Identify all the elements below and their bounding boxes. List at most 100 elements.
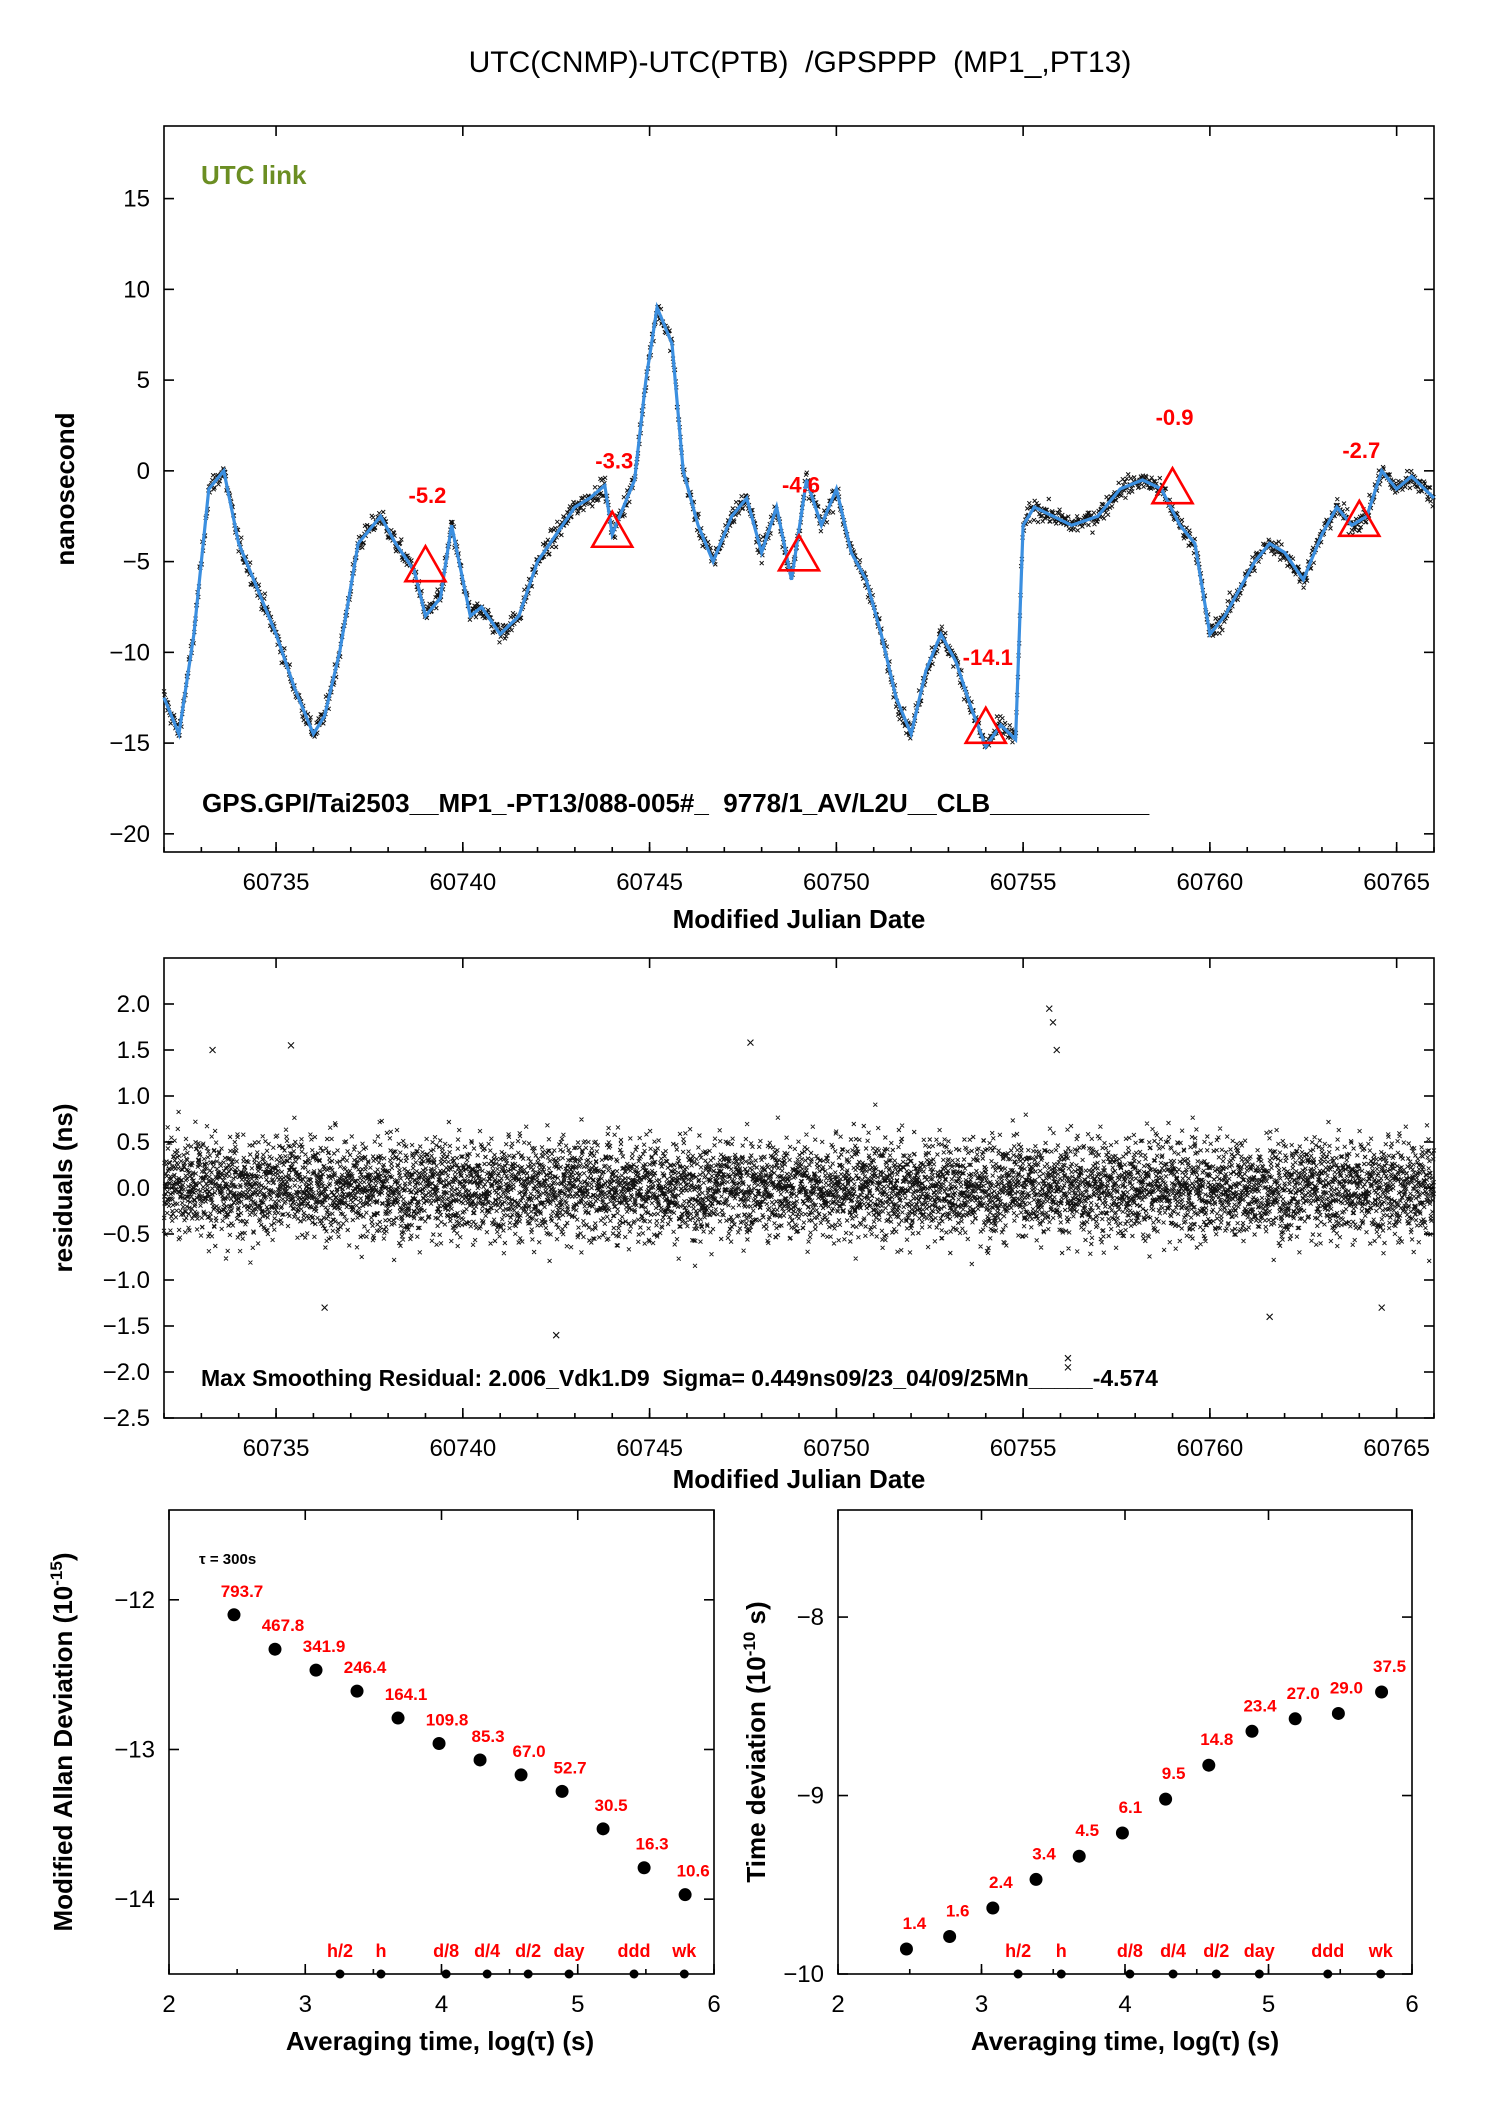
x-tick-label: 60750 — [803, 869, 870, 896]
x-tick-label: 6 — [1405, 1991, 1418, 2018]
reference-label: d/8 — [433, 1941, 459, 1961]
y-tick-label: −2.0 — [103, 1359, 150, 1386]
reference-point — [1168, 1969, 1178, 1979]
deviation-value-label: 3.4 — [1032, 1844, 1056, 1863]
y-tick-label: −14 — [114, 1886, 155, 1913]
deviation-point — [268, 1642, 282, 1656]
deviation-value-label: 27.0 — [1287, 1684, 1320, 1703]
triangle-marker — [403, 543, 448, 583]
deviation-point — [1288, 1712, 1302, 1726]
x-tick-label: 2 — [162, 1991, 175, 2018]
residual-outlier — [747, 1039, 754, 1047]
residuals-ylabel: residuals (ns) — [48, 1103, 78, 1272]
reference-label: d/2 — [515, 1941, 541, 1961]
x-tick-label: 60750 — [803, 1435, 870, 1462]
y-tick-label: −15 — [109, 730, 150, 757]
reference-label: wk — [671, 1941, 697, 1961]
deviation-value-label: 109.8 — [426, 1710, 469, 1729]
reference-label: h — [376, 1941, 387, 1961]
x-tick-label: 4 — [1118, 1991, 1131, 2018]
y-tick-label: −0.5 — [103, 1221, 150, 1248]
deviation-point — [473, 1753, 487, 1767]
residual-outlier — [287, 1042, 295, 1049]
deviation-point — [596, 1822, 610, 1836]
reference-label: wk — [1368, 1941, 1394, 1961]
deviation-value-label: 37.5 — [1373, 1657, 1406, 1676]
deviation-value-label: 164.1 — [385, 1685, 428, 1704]
tdev-ylabel-text: Time deviation (10 — [741, 1656, 771, 1882]
time-series-frame — [163, 125, 1435, 853]
reference-point — [376, 1969, 386, 1979]
tdev-ylabel: Time deviation (10-10 s) — [740, 1601, 771, 1882]
deviation-value-label: 9.5 — [1162, 1764, 1186, 1783]
x-tick-label: 60735 — [243, 1435, 310, 1462]
deviation-point — [432, 1736, 446, 1750]
time-series-panel: -5.2 -3.3 -4.6 -14.1 -0.9 -2.7 60735 60740 6074… — [50, 125, 1436, 934]
x-tick-label: 60760 — [1177, 869, 1244, 896]
deviation-point — [1375, 1685, 1389, 1699]
x-tick-label: 60755 — [990, 1435, 1057, 1462]
reference-label: d/8 — [1117, 1941, 1143, 1961]
deviation-point — [986, 1901, 1000, 1915]
residuals-footer: Max Smoothing Residual: 2.006_Vdk1.D9 Si… — [201, 1365, 1158, 1391]
x-tick-label: 60740 — [429, 869, 496, 896]
x-tick-label: 60765 — [1363, 869, 1430, 896]
reference-point — [1376, 1969, 1386, 1979]
reference-point — [1211, 1969, 1221, 1979]
reference-point — [523, 1969, 533, 1979]
x-tick-label: 60755 — [990, 869, 1057, 896]
mdev-xlabel: Averaging time, log(τ) (s) — [286, 2026, 594, 2056]
deviation-point — [899, 1942, 913, 1956]
time-series-ylabel: nanosecond — [50, 412, 80, 565]
x-tick-label: 5 — [571, 1991, 584, 2018]
reference-point — [629, 1969, 639, 1979]
deviation-value-label: 467.8 — [262, 1616, 305, 1635]
deviation-value-label: 30.5 — [595, 1796, 628, 1815]
time-series-xlabel: Modified Julian Date — [673, 904, 926, 934]
deviation-point — [1115, 1826, 1129, 1840]
y-tick-label: −10 — [109, 639, 150, 666]
y-tick-label: −20 — [109, 821, 150, 848]
deviation-value-label: 14.8 — [1200, 1730, 1233, 1749]
y-tick-label: −5 — [123, 549, 150, 576]
deviation-value-label: 29.0 — [1330, 1678, 1363, 1697]
residuals-panel: 60735 60740 60745 60750 60755 60760 60765 −2.5 −… — [48, 957, 1437, 1494]
residuals-xlabel: Modified Julian Date — [673, 1464, 926, 1494]
residual-outlier — [1049, 1019, 1057, 1026]
reference-point — [1254, 1969, 1264, 1979]
residual-outlier — [1266, 1313, 1274, 1321]
mdev-ylabel-text: Modified Allan Deviation (10 — [48, 1586, 78, 1932]
deviation-value-label: 1.6 — [946, 1902, 970, 1921]
deviation-point — [1029, 1872, 1043, 1886]
deviation-point — [943, 1930, 957, 1944]
triangle-marker — [1150, 465, 1195, 505]
x-tick-label: 6 — [707, 1991, 720, 2018]
deviation-point — [350, 1684, 364, 1698]
deviation-value-label: 793.7 — [221, 1582, 264, 1601]
y-tick-label: 10 — [123, 276, 150, 303]
x-tick-label: 60735 — [243, 869, 310, 896]
deviation-point — [514, 1768, 528, 1782]
residual-outlier — [1053, 1046, 1061, 1054]
y-tick-label: 5 — [137, 367, 150, 394]
deviation-point — [678, 1888, 692, 1902]
x-tick-label: 60760 — [1177, 1435, 1244, 1462]
deviation-point — [1202, 1758, 1216, 1772]
marker-label: -14.1 — [963, 645, 1013, 670]
reference-label: day — [1244, 1941, 1275, 1961]
tdev-ylabel-exponent: -10 — [740, 1632, 759, 1657]
x-tick-label: 60745 — [616, 1435, 683, 1462]
y-tick-label: 2.0 — [117, 991, 150, 1018]
mdev-ylabel: Modified Allan Deviation (10-15) — [47, 1553, 78, 1932]
reference-label: ddd — [1311, 1941, 1344, 1961]
triangle-marker — [776, 532, 822, 572]
reference-label: h — [1056, 1941, 1067, 1961]
tdev-xlabel: Averaging time, log(τ) (s) — [971, 2026, 1279, 2056]
marker-label: -4.6 — [782, 472, 820, 497]
reference-point — [441, 1969, 451, 1979]
deviation-value-label: 10.6 — [677, 1862, 710, 1881]
y-tick-label: −1.0 — [103, 1267, 150, 1294]
link-footer: GPS.GPI/Tai2503__MP1_-PT13/088-005#_ 977… — [202, 788, 1150, 818]
x-tick-label: 5 — [1262, 1991, 1275, 2018]
residual-outlier — [209, 1046, 216, 1054]
